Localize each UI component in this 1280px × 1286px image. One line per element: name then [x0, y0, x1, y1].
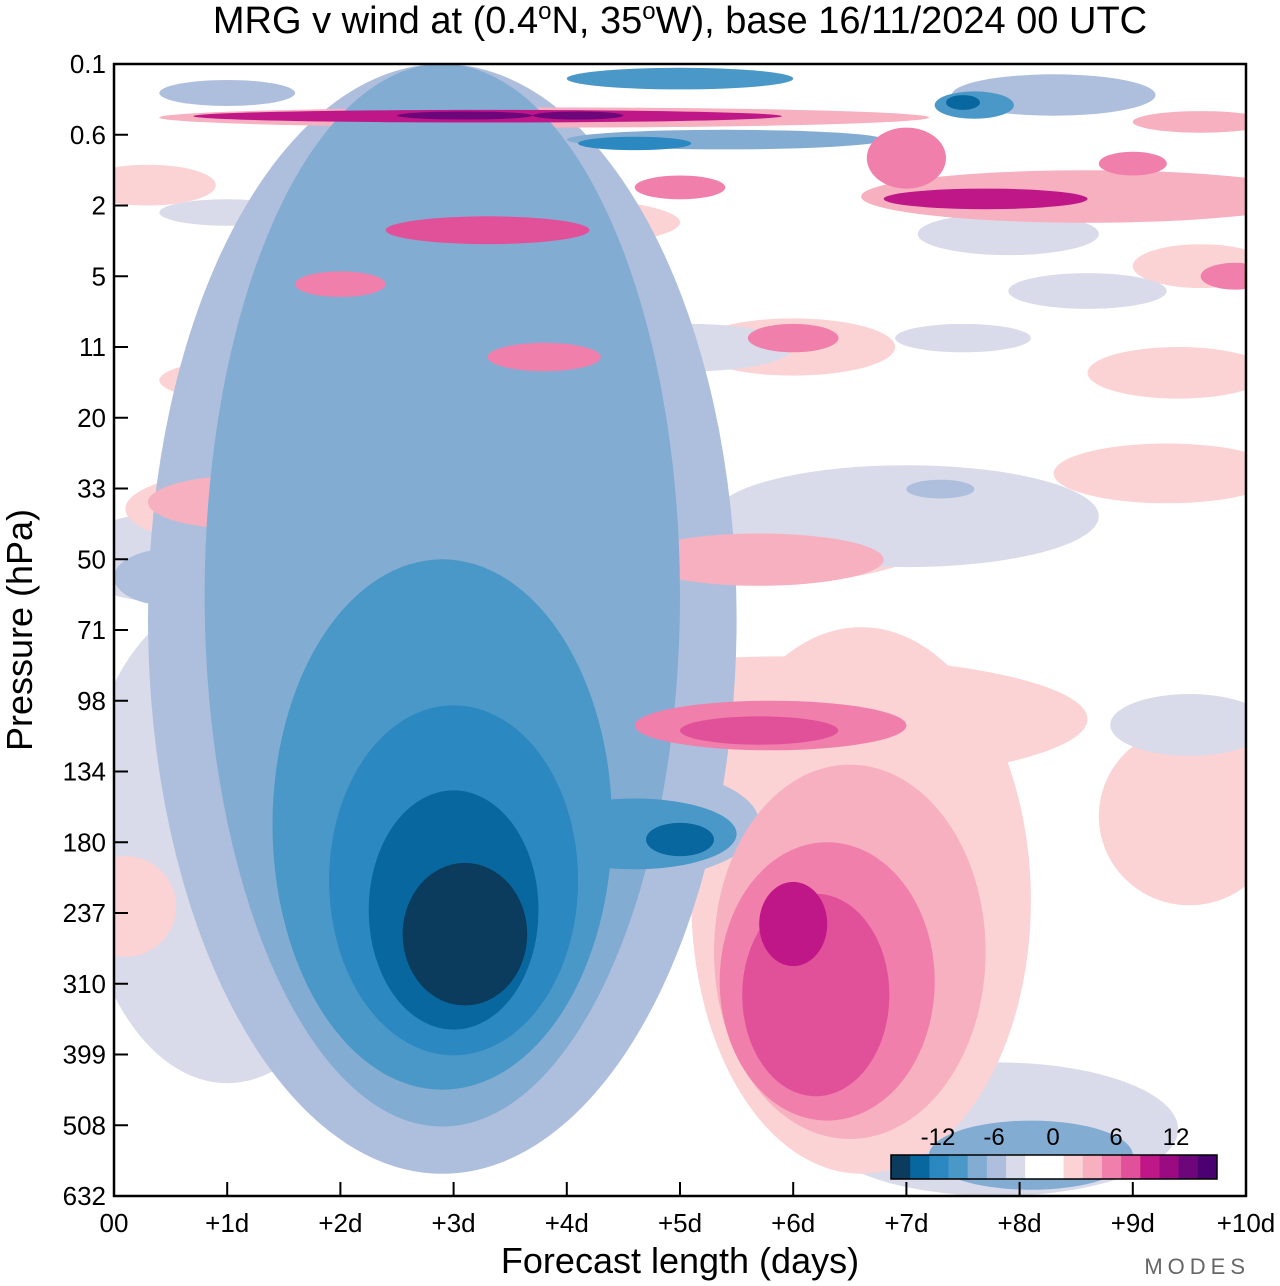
field-contour-neg: [159, 80, 296, 106]
x-tick-label: +3d: [432, 1208, 476, 1238]
y-tick-label: 50: [77, 544, 106, 574]
colorbar-swatch: [986, 1155, 1007, 1179]
field-contour-neg: [1110, 694, 1246, 756]
title-part: o: [642, 0, 655, 25]
field-contour-pos: [385, 216, 590, 245]
field-contour-neg: [402, 862, 528, 1006]
colorbar-label: -6: [983, 1124, 1004, 1151]
plot-area: [112, 62, 1248, 1198]
colorbar-swatch: [948, 1155, 969, 1179]
y-tick-label: 98: [77, 686, 106, 716]
x-tick-label: +1d: [205, 1208, 249, 1238]
x-tick-label: +7d: [884, 1208, 928, 1238]
field-contour-pos: [1132, 111, 1246, 133]
y-tick-label: 5: [92, 261, 106, 291]
y-tick-label: 20: [77, 403, 106, 433]
x-tick-label: +5d: [658, 1208, 702, 1238]
colorbar-swatch: [1121, 1155, 1141, 1179]
field-contour-neg: [895, 323, 1031, 353]
colorbar-swatch: [929, 1155, 950, 1179]
y-tick-label: 0.6: [70, 120, 106, 150]
field-contour-pos: [1098, 151, 1167, 176]
field-contour-pos: [883, 188, 1088, 210]
colorbar-swatch: [1197, 1155, 1218, 1179]
field-contour-pos: [295, 271, 386, 298]
y-tick-label: 71: [77, 615, 106, 645]
y-tick-label: 180: [63, 827, 106, 857]
chart-title: MRG v wind at (0.4oN, 35oW), base 16/11/…: [213, 0, 1147, 42]
y-tick-label: 508: [63, 1110, 106, 1140]
field-contour-pos: [680, 716, 839, 745]
field-contour-neg: [566, 67, 794, 90]
field-contour-pos: [114, 164, 216, 206]
field-contour-pos: [1098, 726, 1246, 906]
colorbar-swatch: [910, 1155, 930, 1179]
y-axis: 0.1 0.6 2 5 11 20 33 50 71 98 134 180 237 310 399 508 63…: [63, 49, 128, 1211]
y-tick-label: 632: [63, 1181, 106, 1211]
title-part: W), base 16/11/2024 00 UTC: [656, 0, 1147, 42]
field-contour-pos: [487, 342, 601, 372]
y-axis-label: Pressure (hPa): [0, 509, 40, 751]
x-tick-label: +4d: [545, 1208, 589, 1238]
x-tick-label: +9d: [1111, 1208, 1155, 1238]
field-contour-neg: [646, 822, 714, 857]
colorbar: -12 -6 0 6 12: [890, 1124, 1218, 1180]
colorbar-label: -12: [921, 1124, 956, 1151]
colorbar-label: 0: [1046, 1124, 1059, 1151]
y-tick-label: 11: [79, 332, 106, 362]
colorbar-frame: [890, 1154, 1218, 1180]
field-contour-pos: [114, 856, 177, 957]
colorbar-swatch: [1082, 1155, 1103, 1179]
y-tick-label: 237: [63, 898, 106, 928]
field-contour-neg: [1008, 273, 1167, 309]
watermark: MODES: [1144, 1254, 1250, 1279]
field-contour-pos: [747, 323, 839, 353]
field-contour-pos: [1087, 347, 1246, 399]
colorbar-swatch: [1140, 1155, 1160, 1179]
y-tick-label: 0.1: [70, 49, 106, 79]
field-contour-pos: [866, 127, 947, 189]
colorbar-swatch: [967, 1155, 988, 1179]
colorbar-swatch: [1101, 1155, 1122, 1179]
x-tick-label: +2d: [318, 1208, 362, 1238]
field-contour-pos: [397, 111, 533, 120]
colorbar-swatch: [1025, 1155, 1045, 1179]
field-contour-pos: [759, 881, 828, 967]
colorbar-swatch: [1006, 1155, 1026, 1179]
field-contour-pos: [1200, 262, 1246, 290]
field-contour-neg: [114, 548, 228, 606]
field-contour-pos: [634, 533, 884, 586]
x-tick-label: +10d: [1217, 1208, 1276, 1238]
field-contour-neg: [578, 136, 692, 151]
field-contour-pos: [1053, 443, 1246, 504]
field-contour-neg: [917, 212, 1099, 256]
x-tick-label: +8d: [998, 1208, 1042, 1238]
colorbar-swatch: [891, 1155, 911, 1179]
title-part: N, 35: [551, 0, 642, 42]
wind-field: [114, 64, 1246, 1196]
colorbar-swatch: [1159, 1155, 1180, 1179]
x-axis: 00 +1d +2d +3d +4d +5d +6d +7d +8d +9d +10d: [100, 1182, 1276, 1238]
title-part: MRG v wind at (0.4: [213, 0, 538, 42]
colorbar-label: 6: [1109, 1124, 1122, 1151]
y-tick-label: 2: [92, 191, 106, 221]
x-axis-label: Forecast length (days): [501, 1240, 859, 1281]
x-tick-label: 00: [100, 1208, 129, 1238]
field-contour-neg: [946, 95, 980, 110]
x-tick-label: +6d: [771, 1208, 815, 1238]
y-tick-label: 310: [63, 969, 106, 999]
y-tick-label: 134: [63, 757, 106, 787]
y-tick-label: 33: [77, 474, 106, 504]
colorbar-label: 12: [1163, 1124, 1190, 1151]
colorbar-swatch: [1044, 1155, 1065, 1179]
y-tick-label: 399: [63, 1040, 106, 1070]
field-contour-pos: [634, 175, 726, 200]
title-part: o: [538, 0, 551, 25]
field-contour-pos: [532, 111, 624, 120]
colorbar-swatch: [1178, 1155, 1199, 1179]
field-contour-neg: [906, 479, 975, 499]
colorbar-swatch: [1063, 1155, 1084, 1179]
